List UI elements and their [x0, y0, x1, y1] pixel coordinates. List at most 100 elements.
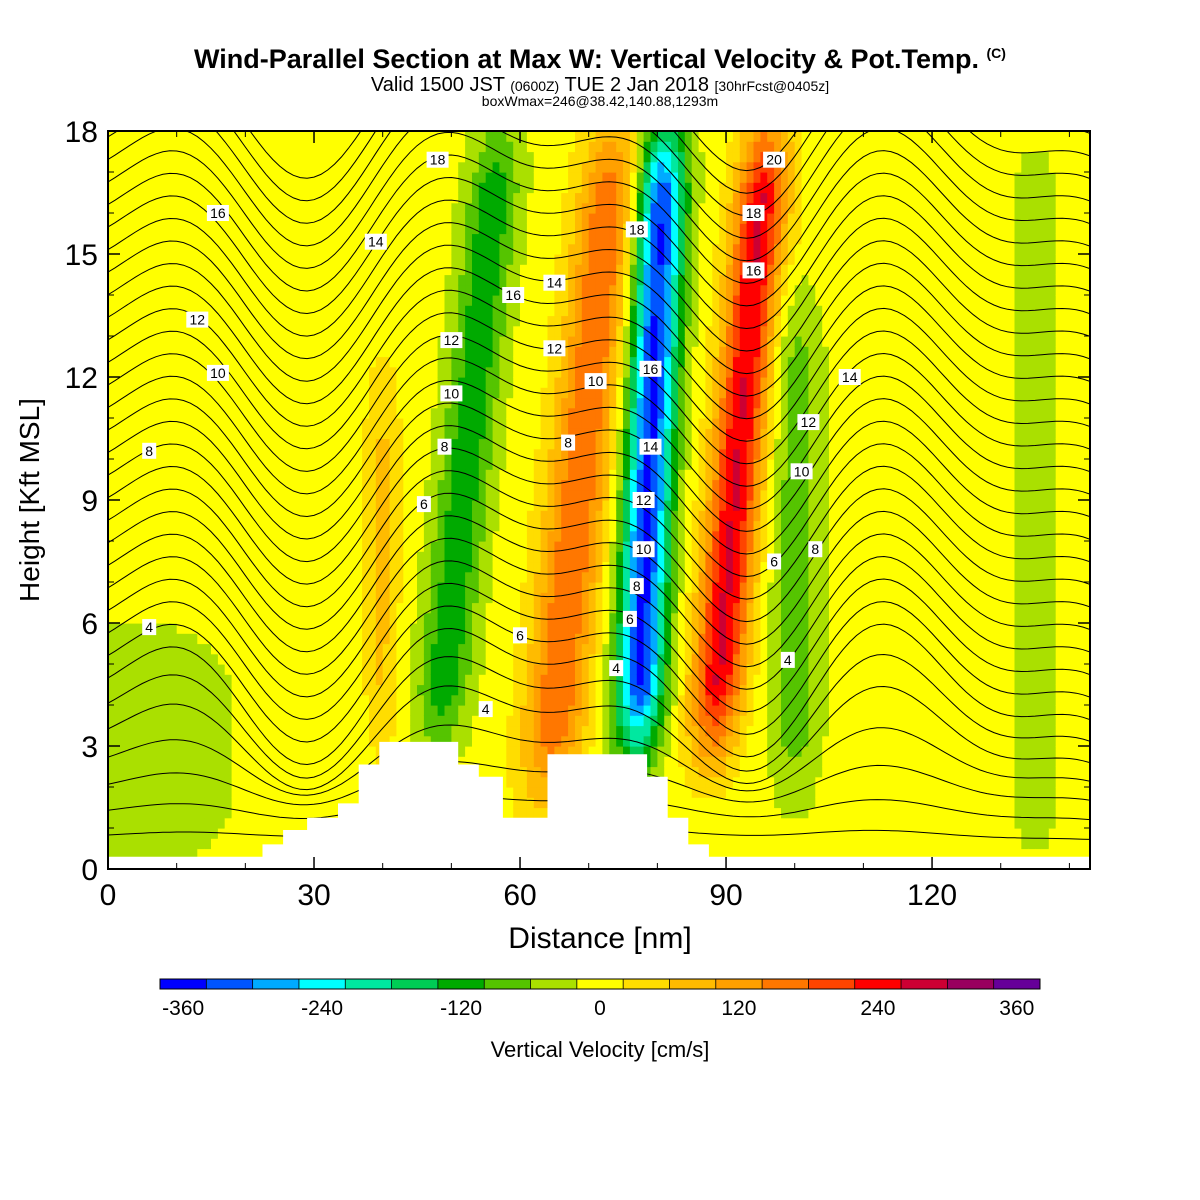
velocity-cell — [334, 684, 343, 696]
velocity-cell — [575, 213, 583, 224]
velocity-cell — [423, 356, 432, 368]
velocity-cell — [568, 202, 576, 214]
velocity-cell — [217, 346, 226, 358]
velocity-cell — [231, 602, 240, 614]
velocity-cell — [279, 469, 288, 481]
velocity-cell — [204, 561, 212, 573]
velocity-cell — [492, 254, 501, 265]
velocity-cell — [327, 520, 336, 532]
velocity-cell — [190, 284, 198, 296]
velocity-cell — [327, 254, 336, 265]
velocity-cell — [252, 161, 260, 173]
velocity-cell — [526, 161, 535, 173]
velocity-cell — [293, 664, 301, 675]
velocity-cell — [307, 653, 315, 665]
velocity-cell — [108, 295, 116, 306]
velocity-cell — [513, 694, 521, 706]
velocity-cell — [355, 161, 363, 173]
velocity-cell — [197, 151, 205, 163]
velocity-cell — [204, 541, 212, 552]
velocity-cell — [197, 633, 205, 645]
velocity-cell — [547, 254, 555, 265]
velocity-cell — [341, 694, 349, 706]
velocity-cell — [259, 725, 267, 737]
velocity-cell — [410, 582, 418, 593]
velocity-cell — [272, 623, 281, 634]
velocity-cell — [217, 848, 226, 860]
velocity-cell — [169, 366, 178, 378]
velocity-cell — [362, 623, 370, 634]
velocity-cell — [526, 582, 535, 593]
velocity-cell — [575, 694, 583, 706]
velocity-cell — [300, 582, 308, 593]
velocity-cell — [526, 746, 535, 757]
velocity-cell — [375, 582, 384, 593]
velocity-cell — [197, 776, 205, 788]
velocity-cell — [211, 664, 219, 675]
velocity-cell — [561, 520, 569, 532]
velocity-cell — [341, 407, 349, 419]
velocity-cell — [121, 438, 130, 450]
velocity-cell — [348, 315, 356, 327]
velocity-cell — [540, 787, 549, 798]
velocity-cell — [506, 438, 514, 450]
velocity-cell — [272, 684, 281, 696]
velocity-cell — [458, 715, 466, 727]
velocity-cell — [238, 623, 246, 634]
velocity-cell — [334, 561, 343, 573]
velocity-cell — [272, 510, 281, 522]
velocity-cell — [252, 541, 260, 552]
velocity-cell — [362, 510, 370, 522]
velocity-cell — [499, 520, 507, 532]
velocity-cell — [417, 377, 425, 388]
velocity-cell — [540, 182, 549, 194]
velocity-cell — [314, 151, 322, 163]
velocity-cell — [259, 520, 267, 532]
velocity-cell — [279, 664, 288, 675]
velocity-cell — [162, 223, 171, 235]
velocity-cell — [417, 243, 425, 255]
velocity-cell — [286, 541, 294, 552]
velocity-cell — [135, 377, 143, 388]
velocity-cell — [149, 787, 157, 798]
velocity-cell — [279, 418, 288, 429]
velocity-cell — [334, 243, 343, 255]
velocity-cell — [156, 664, 164, 675]
velocity-cell — [369, 459, 377, 470]
velocity-cell — [478, 202, 487, 214]
velocity-cell — [211, 520, 219, 532]
velocity-cell — [561, 151, 569, 163]
velocity-cell — [108, 571, 116, 583]
velocity-cell — [135, 182, 143, 194]
velocity-cell — [259, 694, 267, 706]
velocity-cell — [265, 192, 274, 204]
velocity-cell — [334, 582, 343, 593]
velocity-cell — [458, 459, 466, 470]
velocity-cell — [430, 141, 439, 153]
velocity-cell — [396, 643, 404, 655]
velocity-cell — [162, 776, 171, 788]
velocity-cell — [444, 489, 452, 501]
velocity-cell — [389, 510, 398, 522]
velocity-cell — [190, 674, 198, 686]
velocity-cell — [540, 192, 549, 204]
velocity-cell — [252, 520, 260, 532]
velocity-cell — [231, 377, 240, 388]
velocity-cell — [389, 223, 398, 235]
velocity-cell — [204, 223, 212, 235]
velocity-cell — [417, 705, 425, 716]
velocity-cell — [478, 428, 487, 440]
velocity-cell — [472, 233, 480, 245]
velocity-cell — [382, 305, 391, 317]
velocity-cell — [499, 530, 507, 542]
velocity-cell — [300, 254, 308, 265]
velocity-cell — [348, 151, 356, 163]
velocity-cell — [334, 274, 343, 286]
velocity-cell — [204, 131, 212, 142]
velocity-cell — [272, 305, 281, 317]
velocity-cell — [403, 295, 411, 306]
velocity-cell — [314, 766, 322, 778]
velocity-cell — [499, 202, 507, 214]
velocity-cell — [245, 254, 253, 265]
velocity-cell — [279, 817, 288, 829]
